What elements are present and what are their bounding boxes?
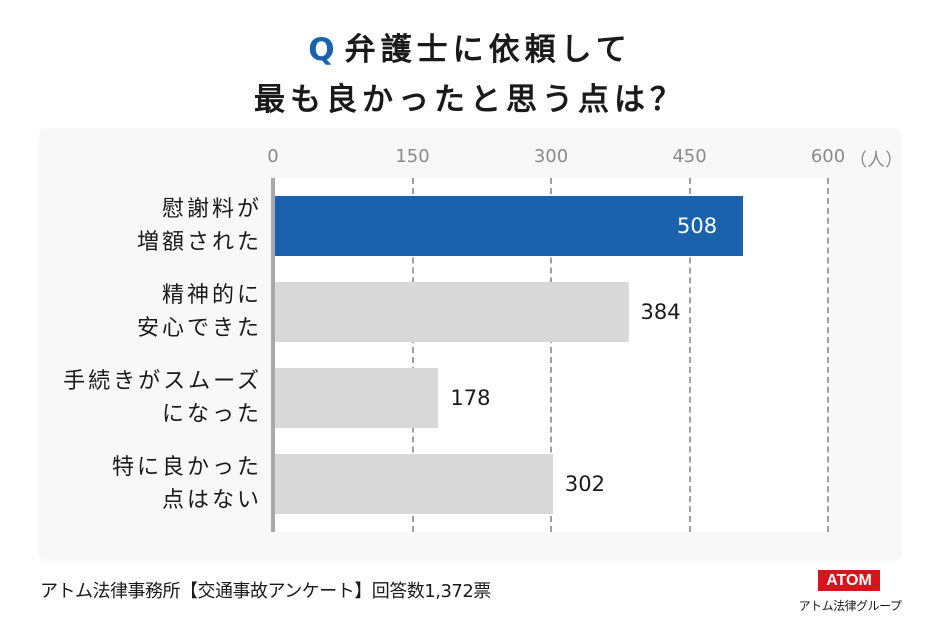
bar-value-label: 178	[450, 386, 491, 410]
survey-source-note: アトム法律事務所【交通事故アンケート】回答数1,372票	[40, 581, 491, 602]
category-label-line2: 安心できた	[136, 316, 262, 341]
bar-value-label: 384	[640, 300, 681, 324]
category-label-line1: 手続きがスムーズ	[63, 369, 262, 394]
logo-subtitle: アトム法律グループ	[798, 599, 902, 613]
gridline	[550, 178, 552, 532]
category-label: 精神的に安心できた	[22, 279, 262, 345]
question-mark-icon: Q	[308, 32, 335, 68]
y-axis-line	[271, 178, 275, 532]
x-tick-600: 600	[810, 146, 846, 167]
category-label-line2: になった	[161, 402, 262, 427]
x-tick-label: 0	[267, 146, 279, 167]
category-label-line1: 慰謝料が	[161, 197, 262, 222]
chart-title-line2: 最も良かったと思う点は？	[254, 82, 686, 118]
x-tick-label: 300	[533, 146, 569, 167]
category-label: 手続きがスムーズになった	[22, 365, 262, 431]
category-label-line1: 精神的に	[161, 283, 262, 308]
bar	[275, 454, 553, 514]
x-tick-label: 450	[672, 146, 707, 167]
category-label: 慰謝料が増額された	[22, 193, 262, 259]
category-label-line2: 点はない	[161, 488, 262, 513]
x-tick-label: 600 （人）	[810, 146, 903, 171]
bar	[275, 368, 439, 428]
x-tick-label: 150	[395, 146, 430, 167]
bar	[275, 196, 744, 256]
category-label-line2: 増額された	[136, 230, 262, 255]
atom-logo: ATOM	[818, 570, 880, 591]
category-label: 特に良かった点はない	[22, 451, 262, 517]
bar-value-label: 302	[564, 472, 605, 496]
title-line1-text: 弁護士に依頼して	[344, 32, 632, 68]
gridline	[688, 178, 691, 532]
bar-value-label: 508	[676, 214, 718, 238]
x-axis-unit: （人）	[849, 150, 904, 171]
gridline	[411, 178, 414, 532]
category-label-line1: 特に良かった	[111, 455, 262, 480]
bar	[275, 282, 629, 342]
gridline	[827, 178, 829, 532]
chart-title-line1: Q 弁護士に依頼して	[0, 30, 940, 70]
